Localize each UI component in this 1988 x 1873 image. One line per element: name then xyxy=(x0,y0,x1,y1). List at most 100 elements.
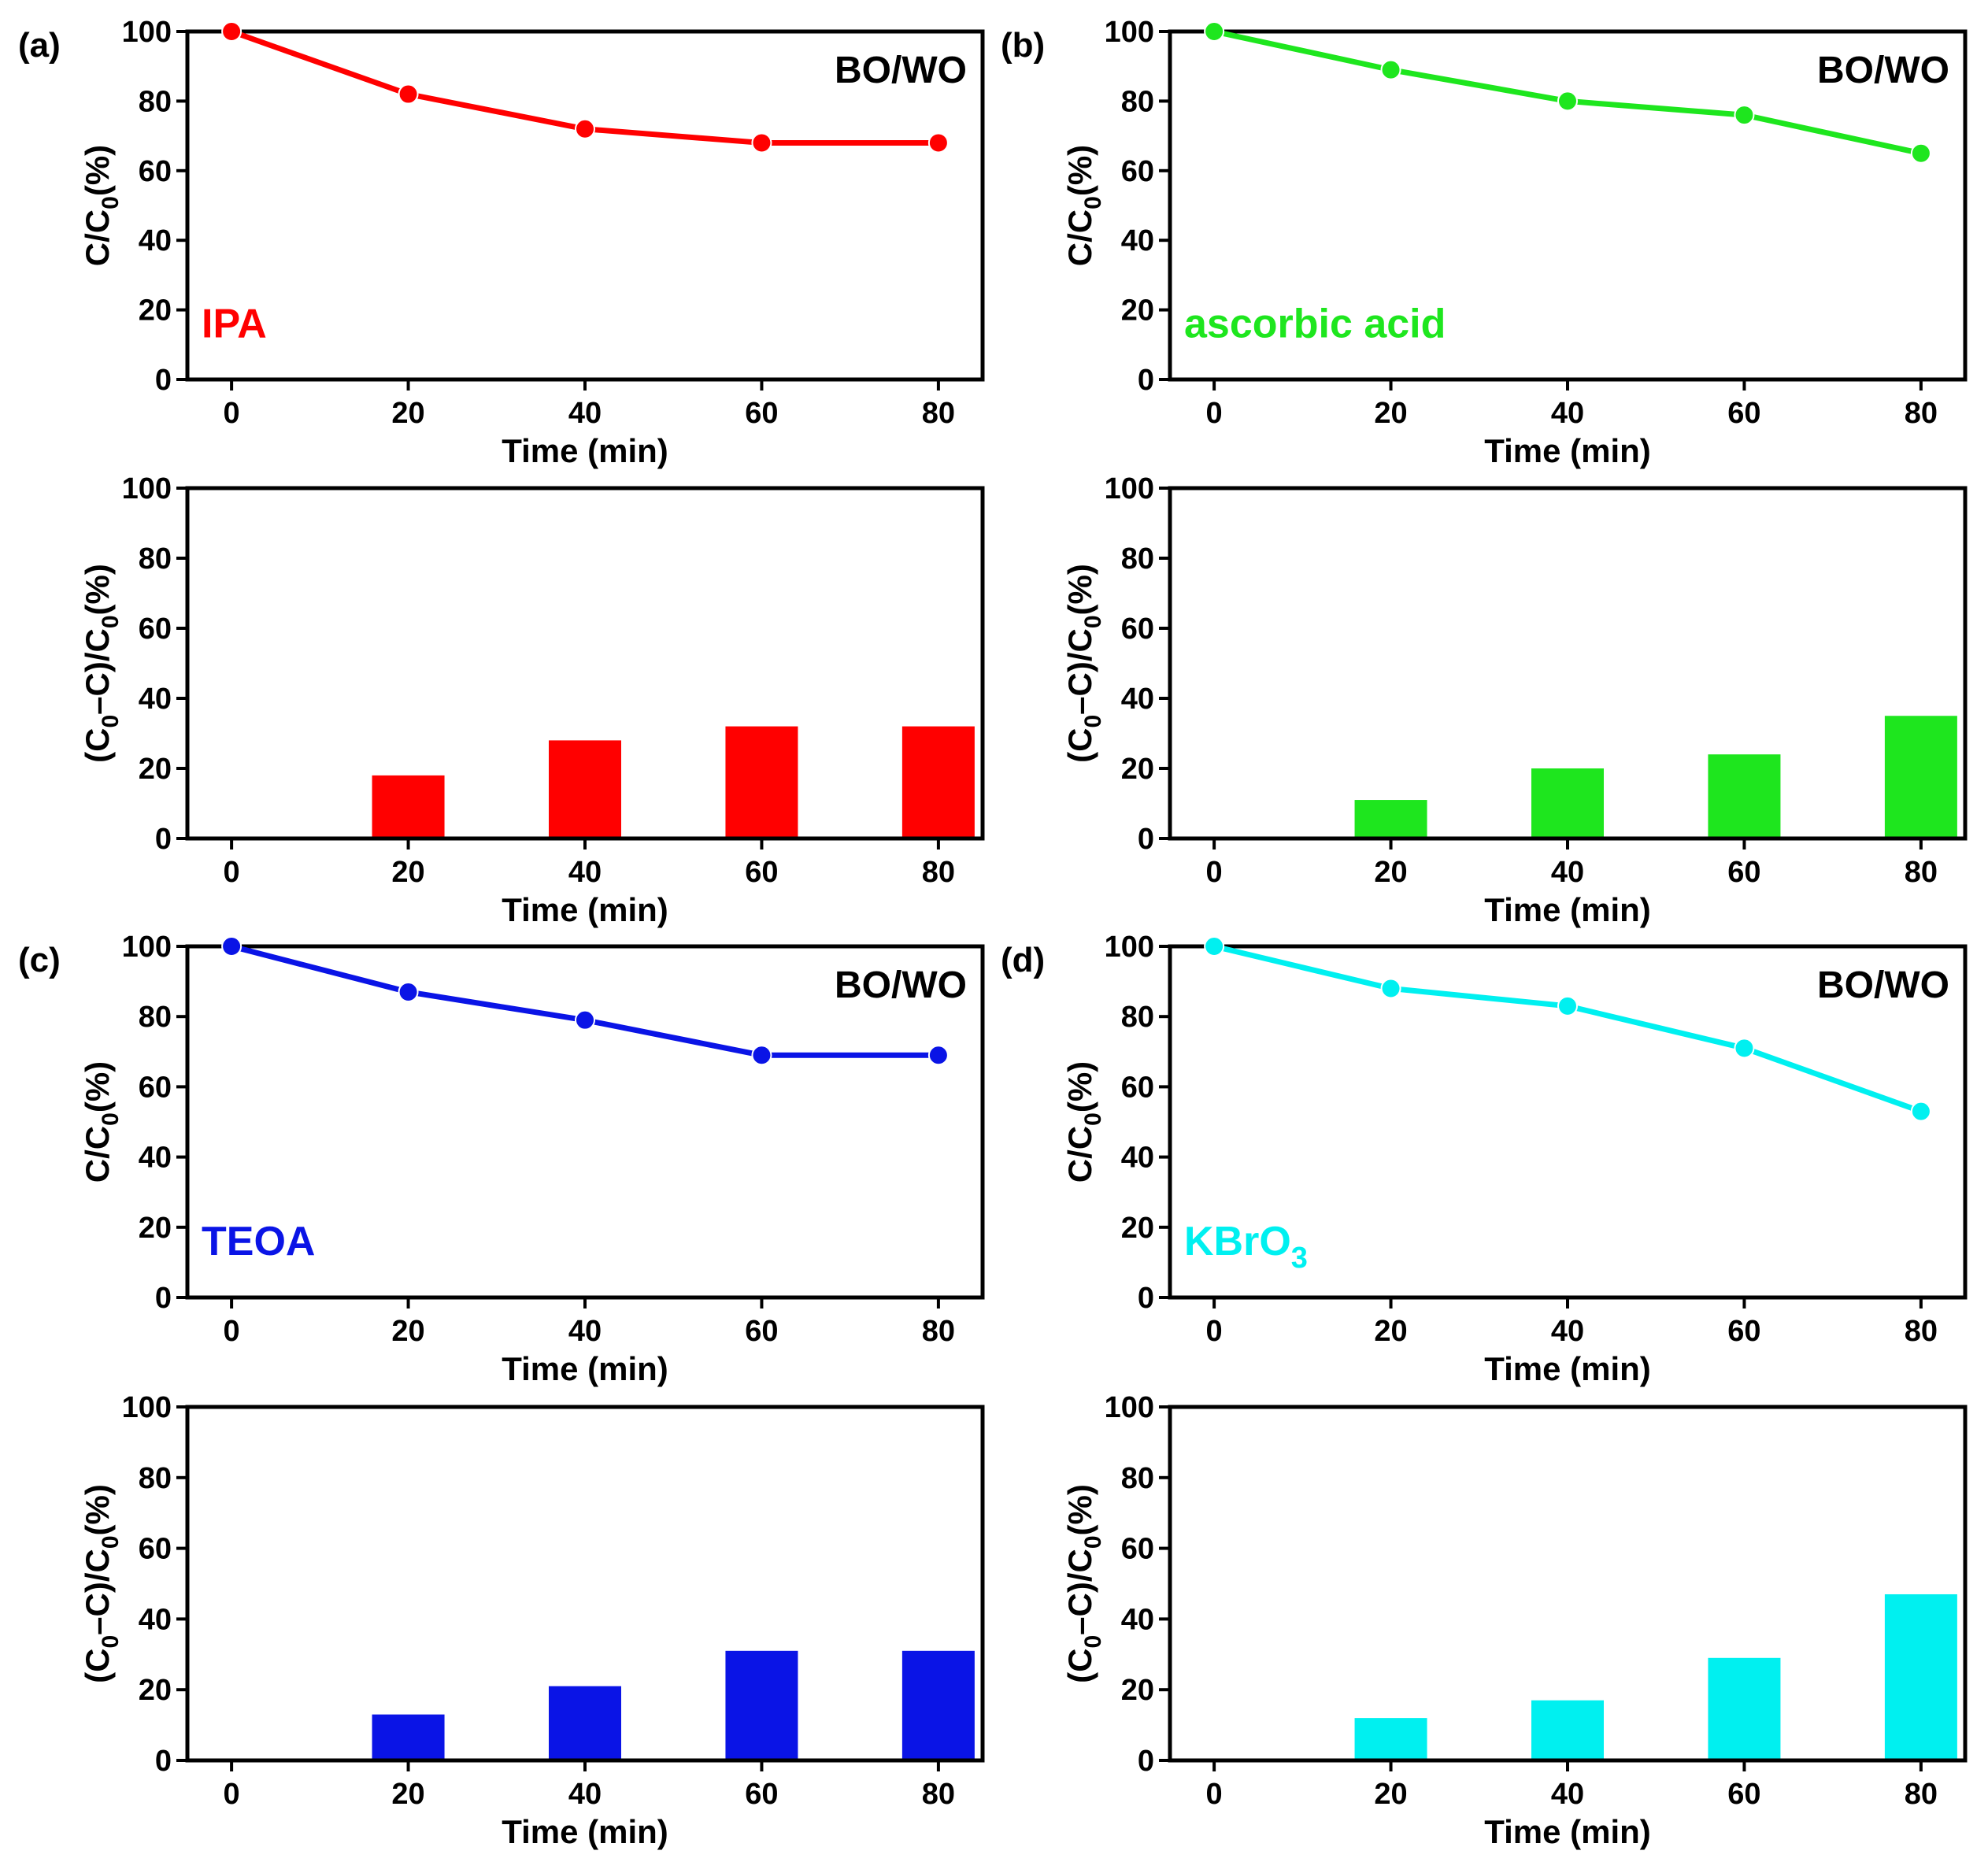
y-tick-label: 40 xyxy=(139,683,172,716)
data-point xyxy=(1910,1101,1931,1122)
series-line xyxy=(231,943,938,1058)
y-tick-label: 60 xyxy=(1121,613,1154,646)
y-tick-label: 0 xyxy=(155,1745,172,1778)
y-tick-label: 0 xyxy=(155,364,172,397)
y-tick-label: 60 xyxy=(139,155,172,188)
data-point xyxy=(927,1045,949,1066)
sample-badge: BO/WO xyxy=(835,964,967,1006)
x-tick-label: 40 xyxy=(568,1778,602,1811)
x-tick-label: 80 xyxy=(1905,1315,1938,1348)
x-axis-label: Time (min) xyxy=(502,1813,668,1850)
data-point xyxy=(1557,995,1578,1016)
bar xyxy=(1708,754,1781,837)
x-axis-label: Time (min) xyxy=(502,1350,668,1387)
panel-d-line: 0 20 40 60 80 100 0 20 40 60 80 Time (min) C/C0(%) (d… xyxy=(1001,931,1968,1387)
x-tick-label: 0 xyxy=(224,1315,240,1348)
x-axis-label: Time (min) xyxy=(1484,1350,1651,1387)
x-axis-label: Time (min) xyxy=(502,432,668,469)
x-tick-label: 0 xyxy=(224,856,240,889)
y-tick-label: 20 xyxy=(1121,294,1154,328)
data-point xyxy=(1204,936,1225,957)
data-point xyxy=(751,1045,772,1066)
scavenger-label: ascorbic acid xyxy=(1184,302,1446,347)
y-axis-label: (C0–C)/C0(%) xyxy=(1061,564,1106,763)
sample-badge: BO/WO xyxy=(835,50,967,91)
panel-b-line: 0 20 40 60 80 100 0 20 40 60 80 Time (min) C/C0(%) (b… xyxy=(1001,16,1968,469)
x-tick-label: 80 xyxy=(922,1315,955,1348)
y-tick-label: 0 xyxy=(1138,1745,1154,1778)
y-tick-label: 80 xyxy=(139,1001,172,1034)
panel-c-bar: 0 20 40 60 80 100 0 20 40 60 80 Time (min) (C0–C)/C0… xyxy=(79,1391,985,1850)
y-axis-label: (C0–C)/C0(%) xyxy=(79,564,124,763)
x-tick-label: 40 xyxy=(568,397,602,430)
y-tick-label: 20 xyxy=(1121,1674,1154,1707)
x-tick-label: 20 xyxy=(391,397,424,430)
scavenger-label: IPA xyxy=(202,302,267,347)
bar xyxy=(549,740,621,837)
x-tick-label: 40 xyxy=(568,1315,602,1348)
y-axis-label: (C0–C)/C0(%) xyxy=(1061,1484,1106,1683)
y-tick-label: 0 xyxy=(155,823,172,856)
x-tick-label: 0 xyxy=(1206,397,1223,430)
y-tick-label: 60 xyxy=(139,1071,172,1104)
x-axis-label: Time (min) xyxy=(502,891,668,928)
x-tick-label: 20 xyxy=(1374,1778,1407,1811)
panel-label: (b) xyxy=(1001,26,1045,65)
x-tick-label: 80 xyxy=(922,856,955,889)
y-tick-label: 40 xyxy=(139,1142,172,1175)
x-tick-label: 60 xyxy=(745,1315,778,1348)
y-tick-label: 20 xyxy=(139,1212,172,1245)
y-tick-label: 60 xyxy=(139,613,172,646)
y-tick-label: 80 xyxy=(139,1462,172,1495)
data-point xyxy=(575,118,595,139)
y-tick-label: 100 xyxy=(1105,472,1154,505)
sample-badge: BO/WO xyxy=(1817,964,1949,1006)
x-tick-label: 60 xyxy=(1727,397,1760,430)
panel-a-bar: 0 20 40 60 80 100 0 20 40 60 80 Time (min) (C0–C)/C0… xyxy=(79,472,985,928)
x-tick-label: 0 xyxy=(1206,1778,1223,1811)
bar xyxy=(901,726,975,837)
y-tick-label: 40 xyxy=(1121,1142,1154,1175)
x-tick-label: 40 xyxy=(568,856,602,889)
y-tick-label: 40 xyxy=(139,1603,172,1636)
data-point xyxy=(1204,21,1225,42)
y-tick-label: 60 xyxy=(139,1533,172,1566)
y-tick-label: 0 xyxy=(1138,823,1154,856)
x-tick-label: 20 xyxy=(391,856,424,889)
x-tick-label: 80 xyxy=(1905,1778,1938,1811)
x-tick-label: 60 xyxy=(745,1778,778,1811)
bar xyxy=(549,1686,621,1759)
panel-label: (a) xyxy=(18,26,61,65)
x-tick-label: 60 xyxy=(745,856,778,889)
bar xyxy=(1884,716,1957,837)
data-point xyxy=(1380,59,1401,80)
data-point xyxy=(1734,105,1755,126)
x-tick-label: 40 xyxy=(1551,856,1584,889)
y-tick-label: 60 xyxy=(1121,155,1154,188)
y-tick-label: 100 xyxy=(122,931,172,964)
bar xyxy=(1354,800,1427,837)
y-axis-label: C/C0(%) xyxy=(79,145,124,266)
y-tick-label: 20 xyxy=(139,753,172,786)
y-tick-label: 100 xyxy=(1105,1391,1154,1424)
bar xyxy=(725,1650,798,1759)
x-tick-label: 0 xyxy=(224,1778,240,1811)
y-tick-label: 100 xyxy=(122,16,172,49)
y-tick-label: 100 xyxy=(1105,931,1154,964)
data-point xyxy=(927,132,949,154)
x-tick-label: 60 xyxy=(1727,856,1760,889)
x-axis-label: Time (min) xyxy=(1484,432,1651,469)
x-tick-label: 0 xyxy=(1206,856,1223,889)
data-point xyxy=(575,1009,595,1031)
panel-a-line: 0 20 40 60 80 100 0 20 40 60 80 Time (min) C/C0(%) (a… xyxy=(18,16,985,469)
y-axis-label: C/C0(%) xyxy=(1061,145,1106,266)
bar xyxy=(1531,1700,1604,1759)
y-tick-label: 100 xyxy=(122,472,172,505)
data-point xyxy=(221,21,242,42)
bar xyxy=(1354,1718,1427,1759)
y-tick-label: 80 xyxy=(1121,1462,1154,1495)
panel-b-bar: 0 20 40 60 80 100 0 20 40 60 80 Time (min) (C0–C)/C0… xyxy=(1061,472,1968,928)
y-tick-label: 60 xyxy=(1121,1071,1154,1104)
data-point xyxy=(1910,143,1931,164)
